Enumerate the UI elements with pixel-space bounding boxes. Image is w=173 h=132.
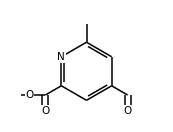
Text: O: O [25,90,34,100]
Text: N: N [57,52,65,62]
Text: O: O [41,106,49,116]
Text: O: O [124,106,132,116]
